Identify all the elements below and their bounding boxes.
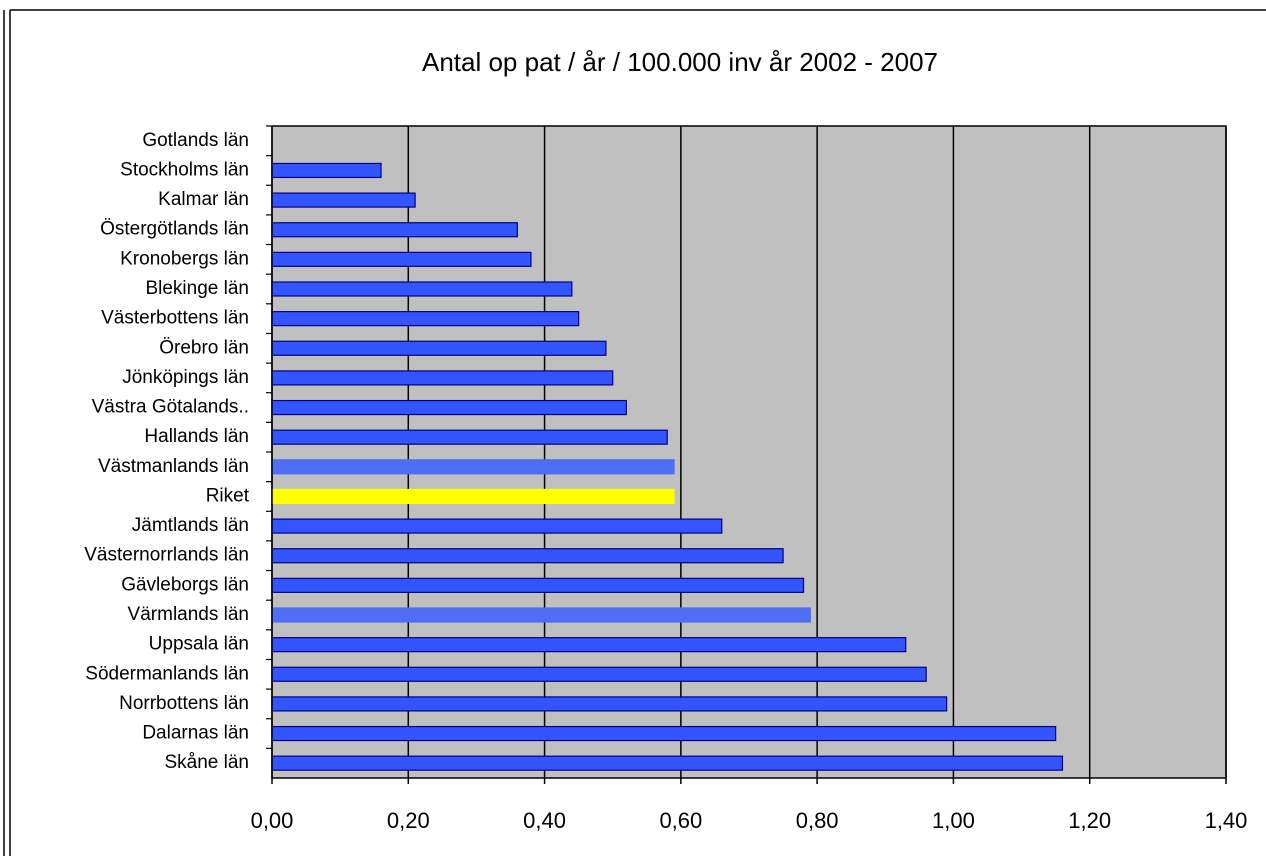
bar <box>271 222 518 238</box>
bar <box>271 607 811 623</box>
y-tick-label: Jönköpings län <box>122 367 249 388</box>
y-tick-label: Värmlands län <box>128 604 249 625</box>
bar <box>271 370 614 386</box>
bar <box>271 548 784 564</box>
bar <box>271 459 675 475</box>
bar <box>271 311 580 327</box>
x-tick-label: 0,60 <box>659 808 702 833</box>
chart-title: Antal op pat / år / 100.000 inv år 2002 … <box>422 47 938 77</box>
plot-border <box>271 125 1227 779</box>
y-tick-label: Riket <box>206 485 250 506</box>
y-tick-label: Södermanlands län <box>85 663 249 684</box>
y-tick-label: Uppsala län <box>149 634 249 655</box>
bar <box>271 281 573 297</box>
x-tick-label: 0,20 <box>387 808 430 833</box>
y-tick-label: Västra Götalands.. <box>92 397 249 418</box>
y-tick-label: Kalmar län <box>158 189 249 210</box>
bar <box>271 488 675 505</box>
bar <box>271 666 927 682</box>
y-tick-label: Västmanlands län <box>98 456 249 477</box>
y-tick-label: Jämtlands län <box>132 515 249 536</box>
y-tick-label: Västerbottens län <box>101 308 249 329</box>
y-tick-label: Gotlands län <box>142 130 249 151</box>
bar <box>271 429 668 445</box>
bar <box>271 725 1057 742</box>
x-tick-label: 0,80 <box>796 808 839 833</box>
bar <box>271 637 907 653</box>
bar <box>271 251 532 267</box>
y-tick-label: Hallands län <box>144 426 249 447</box>
y-tick-label: Örebro län <box>159 337 249 358</box>
y-tick-label: Stockholms län <box>120 159 249 180</box>
y-tick-label: Kronobergs län <box>120 248 249 269</box>
y-tick-label: Skåne län <box>164 752 249 773</box>
y-tick-label: Gävleborgs län <box>121 574 249 595</box>
bar <box>271 577 805 593</box>
bar <box>271 192 416 208</box>
y-tick-label: Dalarnas län <box>142 723 249 744</box>
y-tick-label: Blekinge län <box>145 278 249 299</box>
bar <box>271 162 382 179</box>
x-tick-label: 1,20 <box>1068 808 1111 833</box>
bar <box>271 340 607 356</box>
x-tick-label: 1,00 <box>932 808 975 833</box>
y-tick-label: Östergötlands län <box>100 219 249 240</box>
x-tick-label: 1,40 <box>1205 808 1248 833</box>
bar <box>271 755 1064 771</box>
bar <box>271 399 627 416</box>
y-tick-label: Norrbottens län <box>119 693 249 714</box>
x-tick-label: 0,40 <box>523 808 566 833</box>
bar <box>271 696 948 712</box>
bar <box>271 518 723 534</box>
x-tick-label: 0,00 <box>251 808 294 833</box>
y-tick-label: Västernorrlands län <box>84 545 249 566</box>
